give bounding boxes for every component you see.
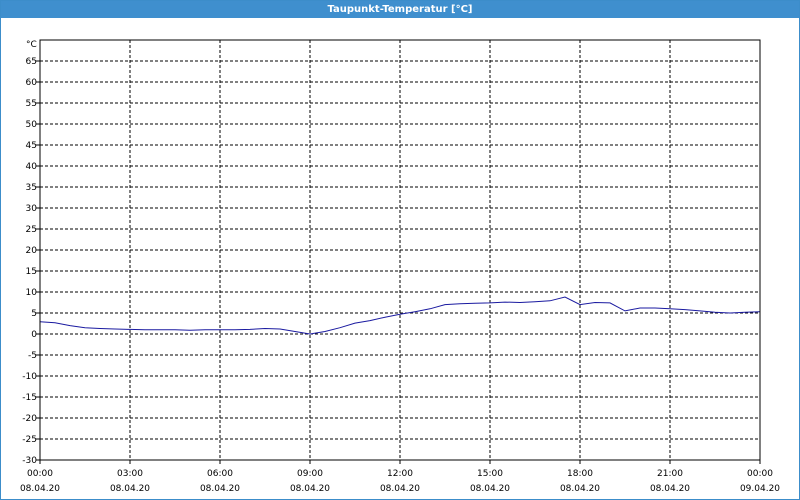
x-tick-label-date: 08.04.20 (290, 484, 330, 494)
y-tick-label: -25 (22, 435, 37, 445)
x-tick-label-time: 21:00 (657, 469, 683, 479)
x-tick-label-date: 08.04.20 (470, 484, 510, 494)
y-axis-unit-label: °C (26, 40, 37, 50)
y-tick-label: 50 (26, 120, 38, 130)
x-tick-label-date: 08.04.20 (650, 484, 690, 494)
y-tick-label: 35 (26, 183, 37, 193)
dewpoint-series-line (39, 296, 761, 335)
y-tick-label: 65 (26, 57, 37, 67)
x-tick-label-time: 09:00 (297, 469, 323, 479)
y-tick-label: 25 (26, 225, 37, 235)
x-tick-label-date: 08.04.20 (200, 484, 240, 494)
tick-labels: 65605550454035302520151050-5-10-15-20-25… (20, 57, 780, 494)
y-tick-label: -15 (22, 393, 37, 403)
y-tick-label: 55 (26, 99, 37, 109)
x-tick-label-time: 06:00 (207, 469, 233, 479)
x-tick-label-date: 09.04.20 (740, 484, 780, 494)
x-tick-label-time: 12:00 (387, 469, 413, 479)
x-tick-label-date: 08.04.20 (110, 484, 150, 494)
axes (36, 60, 761, 464)
y-tick-label: 10 (26, 288, 38, 298)
chart-title: Taupunkt-Temperatur [°C] (1, 1, 799, 18)
x-tick-label-time: 00:00 (27, 469, 53, 479)
y-tick-label: 30 (26, 204, 38, 214)
x-tick-label-time: 00:00 (747, 469, 773, 479)
y-tick-label: 40 (26, 162, 38, 172)
x-tick-label-time: 15:00 (477, 469, 503, 479)
x-tick-label-time: 18:00 (567, 469, 593, 479)
plot-border (39, 39, 761, 461)
x-tick-label-date: 08.04.20 (20, 484, 60, 494)
y-tick-label: 45 (26, 141, 37, 151)
y-tick-label: 20 (26, 246, 38, 256)
grid (40, 40, 760, 460)
x-tick-label-date: 08.04.20 (380, 484, 420, 494)
y-tick-label: -20 (22, 414, 37, 424)
y-tick-label: 5 (31, 309, 37, 319)
x-tick-label-time: 03:00 (117, 469, 143, 479)
y-tick-label: 0 (31, 330, 37, 340)
x-tick-label-date: 08.04.20 (560, 484, 600, 494)
y-tick-label: -5 (28, 351, 37, 361)
y-tick-label: 15 (26, 267, 37, 277)
y-tick-label: 60 (26, 78, 38, 88)
y-tick-label: -10 (22, 372, 37, 382)
y-tick-label: -30 (22, 456, 37, 466)
